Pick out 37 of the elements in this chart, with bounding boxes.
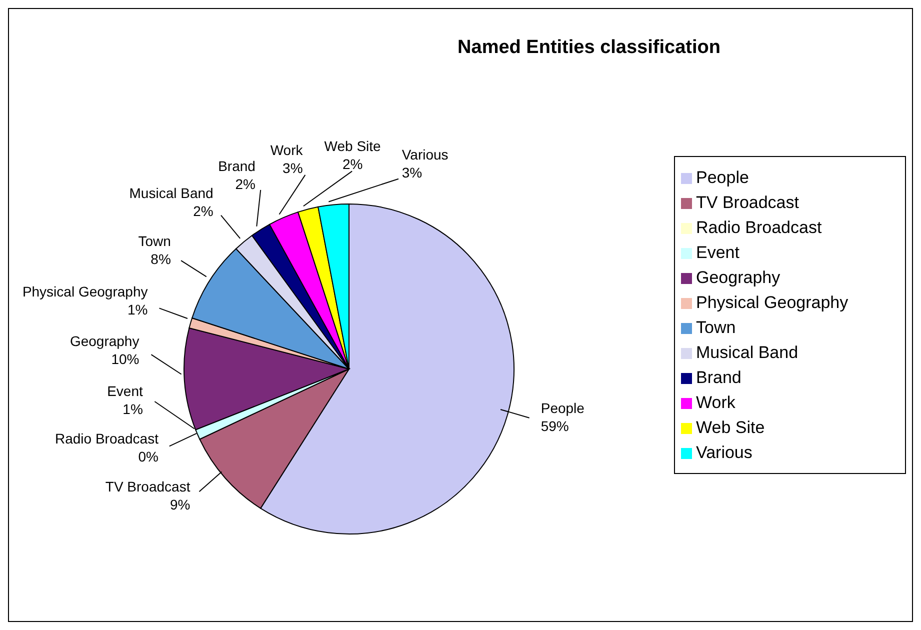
data-label: 9% — [170, 496, 190, 513]
data-label: 2% — [342, 156, 363, 172]
category-label: Radio Broadcast — [54, 430, 159, 446]
legend-label: Work — [696, 393, 736, 412]
legend-label: Web Site — [696, 418, 765, 437]
slice-label: Town — [138, 233, 171, 250]
slice-label: TV Broadcast — [105, 478, 190, 495]
data-label: 2% — [235, 176, 256, 192]
data-label: 3% — [282, 160, 303, 176]
slice-label: Web Site — [324, 138, 382, 154]
slice-label: Brand — [218, 158, 256, 174]
slice-label: Musical Band — [129, 185, 214, 202]
slice-label: Work — [270, 142, 304, 158]
slice-label: Various — [402, 146, 448, 162]
legend-label: People — [696, 168, 749, 187]
legend-label: Town — [696, 318, 736, 337]
chart-title: Named Entities classification — [456, 37, 722, 59]
slice-label: Event — [107, 382, 143, 399]
data-label: 1% — [128, 302, 148, 318]
legend-label: Radio Broadcast — [696, 218, 822, 237]
legend-label: Geography — [696, 268, 780, 287]
legend-label: Event — [696, 243, 740, 262]
data-label: 1% — [122, 400, 143, 417]
data-label: 2% — [193, 203, 214, 220]
slice-label: Geography — [70, 332, 140, 349]
data-label: 3% — [402, 164, 422, 180]
data-label: 59% — [540, 418, 569, 434]
legend-label: Brand — [696, 368, 742, 387]
legend-label: TV Broadcast — [696, 193, 799, 212]
legend-label: Physical Geography — [696, 293, 848, 312]
legend-label: Musical Band — [696, 343, 798, 362]
text: 0% — [138, 448, 159, 464]
slice-label: People — [540, 400, 585, 416]
legend-label: Various — [696, 443, 752, 462]
data-label: 8% — [150, 251, 171, 268]
slice-label: Physical Geography — [22, 284, 148, 300]
data-label: 10% — [111, 350, 140, 367]
